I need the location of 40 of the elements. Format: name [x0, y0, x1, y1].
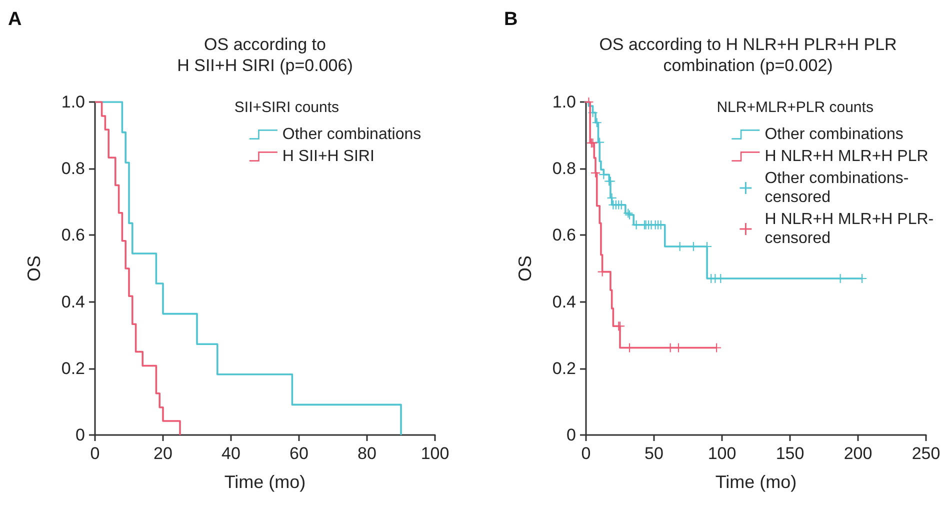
y-tick-label: 0.4: [552, 292, 576, 312]
y-tick-label: 1.0: [552, 92, 576, 112]
y-tick-label: 0.2: [552, 358, 576, 378]
x-tick-label: 60: [290, 444, 308, 463]
y-tick-label: 0: [76, 426, 85, 444]
y-axis-title: OS: [515, 255, 535, 282]
x-axis-title: Time (mo): [224, 472, 306, 492]
y-tick-label: 0.8: [552, 159, 576, 178]
x-tick-label: 40: [222, 444, 240, 463]
legend-label: H SII+H SIRI: [282, 148, 374, 165]
x-tick-label: 150: [776, 444, 804, 463]
x-tick-label: 100: [420, 444, 450, 463]
y-tick-label: 0: [566, 426, 576, 444]
y-tick-label: 0.6: [552, 226, 576, 245]
x-tick-label: 250: [912, 444, 940, 463]
legend-label: Other combinations-censored: [764, 170, 909, 206]
x-tick-label: 200: [844, 444, 872, 463]
text: B: [504, 9, 518, 30]
y-axis-title: OS: [24, 255, 44, 282]
chart-title: OS according to H SII+H SIRI (p=0.006): [177, 35, 353, 75]
x-tick-label: 20: [154, 444, 172, 463]
chart-title: OS according to H NLR+H PLR+H PLR combination (p=0.002): [599, 35, 897, 75]
legend-label: Other combinations: [282, 126, 422, 143]
x-tick-label: 0: [581, 444, 591, 463]
legend-label: H NLR+H MLR+H PLR: [764, 148, 928, 165]
x-tick-label: 100: [708, 444, 736, 463]
legend-title: SII+SIRI counts: [234, 99, 340, 116]
legend-label: Other combinations: [764, 126, 904, 143]
legend-title: NLR+MLR+PLR counts: [716, 99, 874, 116]
x-axis-title: Time (mo): [715, 472, 797, 492]
y-tick-label: 0.2: [61, 358, 85, 378]
x-tick-label: 50: [644, 444, 664, 463]
y-tick-label: 0.8: [61, 159, 85, 178]
legend-label: H NLR+H MLR+H PLR-censored: [764, 211, 934, 247]
y-tick-label: 0.4: [61, 292, 85, 312]
text: A: [8, 9, 22, 30]
x-tick-label: 0: [90, 444, 100, 463]
y-tick-label: 1.0: [61, 92, 85, 112]
y-tick-label: 0.6: [61, 226, 85, 245]
x-tick-label: 80: [358, 444, 376, 463]
